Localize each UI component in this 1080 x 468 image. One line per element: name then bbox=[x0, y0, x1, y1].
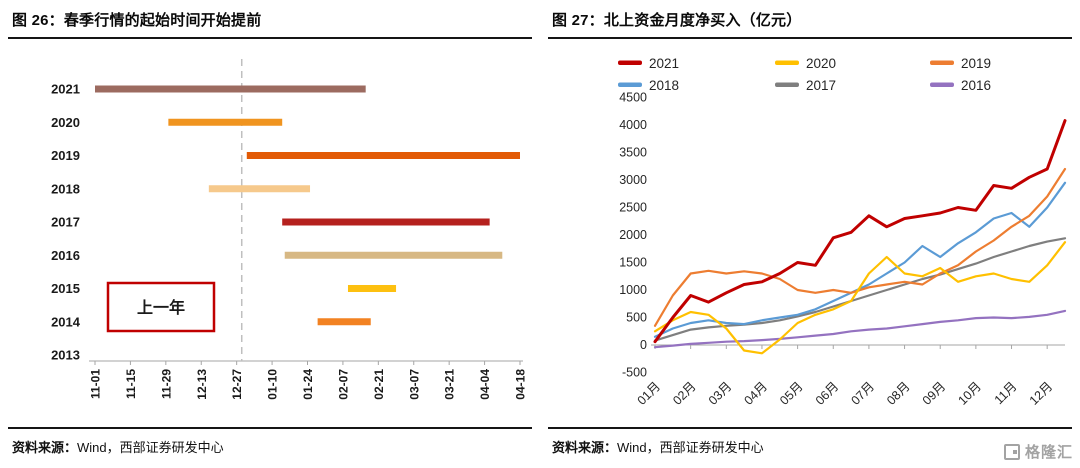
gantt-x-tick-label: 11-01 bbox=[89, 369, 103, 399]
series-line-2020 bbox=[653, 241, 1067, 355]
line-x-tick-label: 05月 bbox=[777, 379, 806, 408]
range-bar-2015 bbox=[347, 285, 397, 292]
prev-year-annotation-text: 上一年 bbox=[137, 298, 185, 317]
line-x-tick-label: 06月 bbox=[813, 379, 842, 408]
source-value: Wind，西部证券研发中心 bbox=[77, 440, 224, 455]
line-y-tick-label: 2000 bbox=[619, 228, 647, 242]
gelonghui-logo-icon bbox=[1003, 443, 1020, 460]
series-line-2019 bbox=[653, 167, 1067, 327]
figure-27-title-rule bbox=[548, 37, 1072, 39]
line-x-tick-label: 07月 bbox=[848, 379, 877, 408]
legend-label-2019: 2019 bbox=[961, 56, 991, 71]
figure-27-panel: 图 27：北上资金月度净买入（亿元） -500 0 500 1000 1500 2000 2… bbox=[540, 0, 1080, 468]
line-x-tick-label: 04月 bbox=[742, 379, 771, 408]
gantt-year-label: 2020 bbox=[51, 115, 80, 130]
line-x-tick-label: 11月 bbox=[992, 379, 1020, 407]
range-bar-2017 bbox=[282, 218, 490, 226]
line-x-tick-label: 12月 bbox=[1027, 379, 1056, 408]
gelonghui-logo-icon-dot bbox=[1012, 449, 1017, 454]
gantt-x-tick-label: 12-13 bbox=[195, 369, 209, 400]
gantt-x-tick-label: 01-10 bbox=[266, 369, 280, 400]
line-x-tick-label: 10月 bbox=[955, 379, 984, 408]
source-label: 资料来源： bbox=[552, 440, 618, 455]
line-y-tick-label: 500 bbox=[626, 311, 647, 325]
gantt-year-label: 2016 bbox=[51, 248, 80, 263]
line-x-tick-label: 03月 bbox=[706, 379, 735, 408]
legend-swatch-2016 bbox=[930, 82, 954, 87]
range-bar-2018 bbox=[208, 185, 311, 193]
line-y-tick-label: 4500 bbox=[619, 91, 647, 105]
gantt-year-label: 2014 bbox=[51, 314, 81, 329]
source-label: 资料来源： bbox=[12, 440, 78, 455]
figure-27-title: 图 27：北上资金月度净买入（亿元） bbox=[552, 12, 802, 29]
series-line-2016 bbox=[653, 309, 1067, 349]
gantt-x-tick-label: 04-18 bbox=[514, 369, 528, 400]
gelonghui-logo: 格隆汇 bbox=[997, 441, 1073, 462]
range-bar-2020 bbox=[168, 118, 283, 126]
legend-label-2018: 2018 bbox=[649, 78, 679, 93]
series-line-2021 bbox=[653, 119, 1067, 344]
line-y-tick-label: -500 bbox=[622, 366, 647, 380]
legend-swatch-2018 bbox=[618, 82, 642, 87]
series-line-2018 bbox=[653, 181, 1067, 338]
line-y-tick-label: 0 bbox=[640, 338, 647, 352]
line-y-tick-label: 3000 bbox=[619, 173, 647, 187]
gantt-x-tick-label: 12-27 bbox=[230, 369, 244, 400]
gantt-year-label: 2021 bbox=[51, 82, 80, 97]
legend-label-2017: 2017 bbox=[806, 78, 836, 93]
northbound-funds-line-chart: -500 0 500 1000 1500 2000 2500 3000 3500 4000 4500… bbox=[618, 56, 1067, 408]
line-y-tick-label: 4000 bbox=[619, 118, 647, 132]
legend-swatch-2020 bbox=[775, 60, 799, 65]
gantt-year-label: 2015 bbox=[51, 281, 80, 296]
source-value: Wind，西部证券研发中心 bbox=[617, 440, 764, 455]
line-y-tick-label: 3500 bbox=[619, 146, 647, 160]
line-x-tick-label: 09月 bbox=[920, 379, 949, 408]
gantt-x-tick-label: 02-21 bbox=[372, 369, 386, 400]
legend-label-2021: 2021 bbox=[649, 56, 679, 71]
gantt-x-tick-label: 04-04 bbox=[478, 369, 492, 400]
range-bar-2016 bbox=[284, 251, 503, 259]
legend-swatch-2017 bbox=[775, 82, 799, 87]
line-x-tick-label: 01月 bbox=[635, 379, 664, 408]
prev-year-annotation-box bbox=[106, 281, 216, 333]
spring-rally-range-chart: 2021 2020 2019 2018 2017 2016 2015 2014 2013 11-0… bbox=[51, 59, 528, 400]
line-x-tick-label: 02月 bbox=[670, 379, 699, 408]
figure-26-panel: 图 26：春季行情的起始时间开始提前 2021 2020 2019 2018 2017 2… bbox=[8, 12, 532, 460]
legend-label-2016: 2016 bbox=[961, 78, 991, 93]
line-y-tick-label: 2500 bbox=[619, 201, 647, 215]
range-bar-2019 bbox=[246, 152, 521, 159]
gantt-year-label: 2019 bbox=[51, 148, 80, 163]
figure-26-title: 图 26：春季行情的起始时间开始提前 bbox=[12, 12, 262, 29]
legend-label-2020: 2020 bbox=[806, 56, 836, 71]
gantt-year-label: 2018 bbox=[51, 181, 80, 196]
gantt-x-tick-label: 11-15 bbox=[124, 369, 138, 399]
line-y-tick-label: 1500 bbox=[619, 256, 647, 270]
line-y-tick-label: 1000 bbox=[619, 283, 647, 297]
gantt-x-tick-label: 02-07 bbox=[336, 369, 350, 400]
figure-26-source: 资料来源：Wind，西部证券研发中心 bbox=[8, 427, 532, 460]
gantt-x-tick-label: 03-21 bbox=[443, 369, 457, 400]
gelonghui-logo-text: 格隆汇 bbox=[1024, 444, 1073, 461]
figure-26-title-rule bbox=[8, 37, 532, 39]
gantt-year-label: 2013 bbox=[51, 348, 80, 363]
range-bar-2021 bbox=[95, 85, 366, 93]
range-bar-2014 bbox=[317, 318, 371, 326]
gantt-x-tick-label: 01-24 bbox=[301, 369, 315, 400]
gantt-x-tick-label: 03-07 bbox=[407, 369, 421, 400]
gantt-x-tick-label: 11-29 bbox=[159, 369, 173, 399]
figure-27-source: 资料来源：Wind，西部证券研发中心 bbox=[548, 427, 1072, 460]
line-x-tick-label: 08月 bbox=[884, 379, 913, 408]
gantt-year-label: 2017 bbox=[51, 215, 80, 230]
legend-swatch-2021 bbox=[618, 60, 642, 65]
legend-swatch-2019 bbox=[930, 60, 954, 65]
